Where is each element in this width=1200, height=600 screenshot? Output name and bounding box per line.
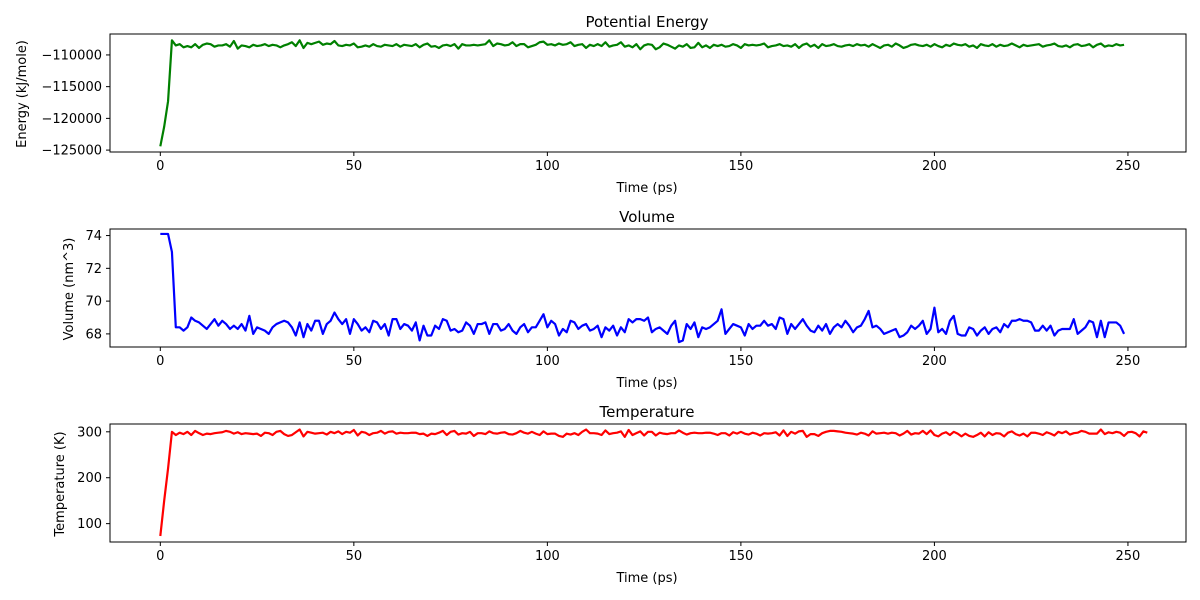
- y-tick-label: 68: [85, 327, 102, 342]
- y-tick-label: 70: [85, 295, 102, 310]
- y-tick-label: −115000: [41, 80, 102, 95]
- axis-ticks: 0 50 100 150 200 250 100 200 300: [77, 425, 1140, 564]
- x-tick-label: 200: [922, 549, 947, 564]
- y-tick-label: 72: [85, 262, 102, 277]
- x-axis-label: Time (ps): [615, 571, 677, 586]
- x-tick-label: 250: [1116, 354, 1141, 369]
- x-tick-label: 0: [156, 354, 164, 369]
- x-tick-label: 250: [1116, 549, 1141, 564]
- y-axis-label: Temperature (K): [53, 431, 68, 537]
- x-tick-label: 50: [346, 549, 363, 564]
- subplot-title: Potential Energy: [586, 13, 709, 31]
- y-tick-label: 300: [77, 425, 102, 440]
- x-tick-label: 150: [728, 354, 753, 369]
- x-tick-label: 50: [346, 354, 363, 369]
- series-line: [160, 232, 1126, 344]
- subplot-temperature: Temperature Temperature (K) Time (ps) 0 5…: [53, 403, 1187, 586]
- subplot-potential-energy: Potential Energy Energy (kJ/mole) Time (…: [15, 13, 1187, 196]
- y-tick-label: 100: [77, 517, 102, 532]
- subplot-title: Volume: [619, 208, 675, 226]
- y-axis-label: Energy (kJ/mole): [15, 40, 30, 148]
- plot-frame: [109, 33, 1187, 153]
- y-tick-label: −125000: [41, 144, 102, 159]
- x-tick-label: 0: [156, 159, 164, 174]
- x-tick-label: 150: [728, 549, 753, 564]
- y-tick-label: 200: [77, 471, 102, 486]
- x-axis-label: Time (ps): [615, 376, 677, 391]
- y-axis-label: Volume (nm^3): [62, 238, 77, 341]
- axis-ticks: 0 50 100 150 200 250 68 70 72 74: [85, 229, 1140, 369]
- axis-ticks: 0 50 100 150 200 250 −125000 −120000 −115000 −110…: [41, 48, 1140, 174]
- x-tick-label: 100: [535, 549, 560, 564]
- x-tick-label: 0: [156, 549, 164, 564]
- subplot-volume: Volume Volume (nm^3) Time (ps) 0 50 100 150…: [62, 208, 1187, 391]
- x-tick-label: 250: [1116, 159, 1141, 174]
- plot-frame: [109, 228, 1187, 348]
- subplot-title: Temperature: [598, 403, 694, 421]
- x-tick-label: 100: [535, 159, 560, 174]
- y-tick-label: 74: [85, 229, 102, 244]
- plot-frame: [109, 423, 1187, 543]
- y-tick-label: −120000: [41, 112, 102, 127]
- x-tick-label: 100: [535, 354, 560, 369]
- series-line: [159, 39, 1125, 147]
- x-tick-label: 150: [728, 159, 753, 174]
- x-tick-label: 50: [346, 159, 363, 174]
- series-line: [159, 428, 1148, 537]
- x-tick-label: 200: [922, 159, 947, 174]
- y-tick-label: −110000: [41, 48, 102, 63]
- x-axis-label: Time (ps): [615, 181, 677, 196]
- x-tick-label: 200: [922, 354, 947, 369]
